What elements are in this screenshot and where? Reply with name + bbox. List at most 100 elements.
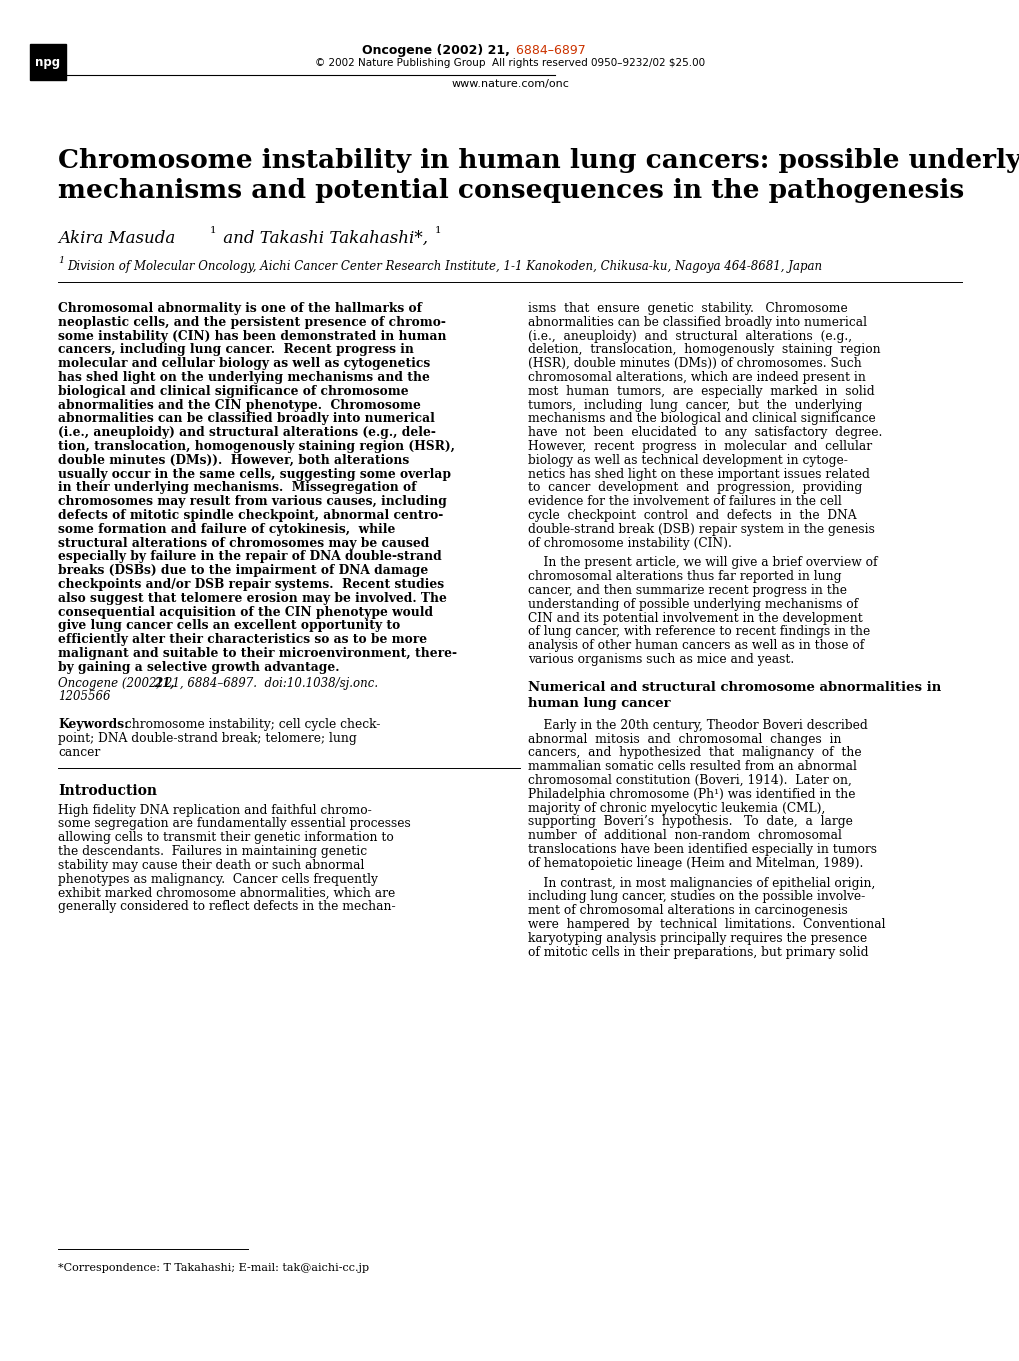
Text: understanding of possible underlying mechanisms of: understanding of possible underlying mec…	[528, 597, 857, 611]
Text: of chromosome instability (CIN).: of chromosome instability (CIN).	[528, 536, 732, 550]
Bar	[30, 44, 66, 80]
Text: allowing cells to transmit their genetic information to: allowing cells to transmit their genetic…	[58, 832, 393, 844]
Text: molecular and cellular biology as well as cytogenetics: molecular and cellular biology as well a…	[58, 357, 430, 370]
Text: breaks (DSBs) due to the impairment of DNA damage: breaks (DSBs) due to the impairment of D…	[58, 565, 428, 577]
Text: structural alterations of chromosomes may be caused: structural alterations of chromosomes ma…	[58, 536, 429, 550]
Text: majority of chronic myelocytic leukemia (CML),: majority of chronic myelocytic leukemia …	[528, 802, 824, 815]
Text: neoplastic cells, and the persistent presence of chromo-: neoplastic cells, and the persistent pre…	[58, 316, 445, 329]
Text: Oncogene (2002) 21,: Oncogene (2002) 21,	[362, 44, 510, 57]
Text: Early in the 20th century, Theodor Boveri described: Early in the 20th century, Theodor Bover…	[528, 719, 867, 732]
Text: chromosome instability; cell cycle check-: chromosome instability; cell cycle check…	[121, 719, 380, 731]
Text: efficiently alter their characteristics so as to be more: efficiently alter their characteristics …	[58, 633, 427, 646]
Text: has shed light on the underlying mechanisms and the: has shed light on the underlying mechani…	[58, 372, 429, 384]
Text: (HSR), double minutes (DMs)) of chromosomes. Such: (HSR), double minutes (DMs)) of chromoso…	[528, 357, 861, 370]
Text: some instability (CIN) has been demonstrated in human: some instability (CIN) has been demonstr…	[58, 329, 446, 343]
Text: abnormalities and the CIN phenotype.  Chromosome: abnormalities and the CIN phenotype. Chr…	[58, 399, 421, 411]
Text: of lung cancer, with reference to recent findings in the: of lung cancer, with reference to recent…	[528, 626, 869, 638]
Text: Numerical and structural chromosome abnormalities in: Numerical and structural chromosome abno…	[528, 680, 941, 694]
Text: some formation and failure of cytokinesis,  while: some formation and failure of cytokinesi…	[58, 523, 395, 536]
Text: in their underlying mechanisms.  Missegregation of: in their underlying mechanisms. Missegre…	[58, 482, 416, 494]
Text: generally considered to reflect defects in the mechan-: generally considered to reflect defects …	[58, 900, 395, 913]
Text: exhibit marked chromosome abnormalities, which are: exhibit marked chromosome abnormalities,…	[58, 886, 395, 900]
Text: chromosomal alterations, which are indeed present in: chromosomal alterations, which are indee…	[528, 372, 865, 384]
Text: karyotyping analysis principally requires the presence: karyotyping analysis principally require…	[528, 932, 866, 945]
Text: by gaining a selective growth advantage.: by gaining a selective growth advantage.	[58, 661, 339, 674]
Text: consequential acquisition of the CIN phenotype would: consequential acquisition of the CIN phe…	[58, 606, 433, 619]
Text: However,  recent  progress  in  molecular  and  cellular: However, recent progress in molecular an…	[528, 440, 871, 453]
Text: chromosomes may result from various causes, including: chromosomes may result from various caus…	[58, 495, 446, 508]
Text: abnormalities can be classified broadly into numerical: abnormalities can be classified broadly …	[58, 412, 434, 426]
Text: tumors,  including  lung  cancer,  but  the  underlying: tumors, including lung cancer, but the u…	[528, 399, 861, 411]
Text: cancer, and then summarize recent progress in the: cancer, and then summarize recent progre…	[528, 584, 846, 597]
Text: number  of  additional  non-random  chromosomal: number of additional non-random chromoso…	[528, 829, 841, 842]
Text: of hematopoietic lineage (Heim and Mitelman, 1989).: of hematopoietic lineage (Heim and Mitel…	[528, 857, 862, 870]
Text: In contrast, in most malignancies of epithelial origin,: In contrast, in most malignancies of epi…	[528, 876, 874, 890]
Text: defects of mitotic spindle checkpoint, abnormal centro-: defects of mitotic spindle checkpoint, a…	[58, 509, 443, 523]
Text: analysis of other human cancers as well as in those of: analysis of other human cancers as well …	[528, 640, 863, 652]
Text: 6884–6897: 6884–6897	[512, 44, 585, 57]
Text: tion, translocation, homogenously staining region (HSR),: tion, translocation, homogenously staini…	[58, 440, 454, 453]
Text: human lung cancer: human lung cancer	[528, 697, 669, 710]
Text: High fidelity DNA replication and faithful chromo-: High fidelity DNA replication and faithf…	[58, 803, 371, 817]
Text: were  hampered  by  technical  limitations.  Conventional: were hampered by technical limitations. …	[528, 919, 884, 931]
Text: (i.e., aneuploidy) and structural alterations (e.g., dele-: (i.e., aneuploidy) and structural altera…	[58, 426, 435, 440]
Text: malignant and suitable to their microenvironment, there-: malignant and suitable to their microenv…	[58, 646, 457, 660]
Text: chromosomal constitution (Boveri, 1914).  Later on,: chromosomal constitution (Boveri, 1914).…	[528, 774, 851, 787]
Text: translocations have been identified especially in tumors: translocations have been identified espe…	[528, 842, 876, 856]
Text: 1: 1	[210, 226, 216, 235]
Text: abnormalities can be classified broadly into numerical: abnormalities can be classified broadly …	[528, 316, 866, 329]
Text: also suggest that telomere erosion may be involved. The: also suggest that telomere erosion may b…	[58, 592, 446, 604]
Text: especially by failure in the repair of DNA double-strand: especially by failure in the repair of D…	[58, 550, 441, 563]
Text: *Correspondence: T Takahashi; E-mail: tak@aichi-cc.jp: *Correspondence: T Takahashi; E-mail: ta…	[58, 1263, 369, 1273]
Text: cancers,  and  hypothesized  that  malignancy  of  the: cancers, and hypothesized that malignanc…	[528, 746, 861, 759]
Text: netics has shed light on these important issues related: netics has shed light on these important…	[528, 468, 869, 480]
Text: Chromosome instability in human lung cancers: possible underlying: Chromosome instability in human lung can…	[58, 148, 1019, 173]
Text: biological and clinical significance of chromosome: biological and clinical significance of …	[58, 385, 409, 397]
Text: point; DNA double-strand break; telomere; lung: point; DNA double-strand break; telomere…	[58, 732, 357, 744]
Text: cycle  checkpoint  control  and  defects  in  the  DNA: cycle checkpoint control and defects in …	[528, 509, 856, 523]
Text: abnormal  mitosis  and  chromosomal  changes  in: abnormal mitosis and chromosomal changes…	[528, 732, 841, 746]
Text: © 2002 Nature Publishing Group  All rights reserved 0950–9232/02 $25.00: © 2002 Nature Publishing Group All right…	[315, 59, 704, 68]
Text: Introduction: Introduction	[58, 784, 157, 798]
Text: (i.e.,  aneuploidy)  and  structural  alterations  (e.g.,: (i.e., aneuploidy) and structural altera…	[528, 329, 851, 343]
Text: 1205566: 1205566	[58, 690, 110, 704]
Text: usually occur in the same cells, suggesting some overlap: usually occur in the same cells, suggest…	[58, 468, 450, 480]
Text: In the present article, we will give a brief overview of: In the present article, we will give a b…	[528, 557, 876, 569]
Text: Division of Molecular Oncology, Aichi Cancer Center Research Institute, 1-1 Kano: Division of Molecular Oncology, Aichi Ca…	[67, 260, 821, 274]
Text: have  not  been  elucidated  to  any  satisfactory  degree.: have not been elucidated to any satisfac…	[528, 426, 881, 440]
Text: including lung cancer, studies on the possible involve-: including lung cancer, studies on the po…	[528, 890, 864, 904]
Text: deletion,  translocation,  homogenously  staining  region: deletion, translocation, homogenously st…	[528, 343, 879, 357]
Text: mechanisms and the biological and clinical significance: mechanisms and the biological and clinic…	[528, 412, 875, 426]
Text: mammalian somatic cells resulted from an abnormal: mammalian somatic cells resulted from an…	[528, 761, 856, 773]
Text: 1: 1	[58, 256, 64, 265]
Text: checkpoints and/or DSB repair systems.  Recent studies: checkpoints and/or DSB repair systems. R…	[58, 578, 443, 591]
Text: most  human  tumors,  are  especially  marked  in  solid: most human tumors, are especially marked…	[528, 385, 873, 397]
Text: to  cancer  development  and  progression,  providing: to cancer development and progression, p…	[528, 482, 861, 494]
Text: www.nature.com/onc: www.nature.com/onc	[450, 79, 569, 88]
Text: biology as well as technical development in cytoge-: biology as well as technical development…	[528, 453, 847, 467]
Text: Oncogene (2002) 21, 6884–6897.  doi:10.1038/sj.onc.: Oncogene (2002) 21, 6884–6897. doi:10.10…	[58, 676, 378, 690]
Text: Akira Masuda: Akira Masuda	[58, 230, 175, 246]
Text: double-strand break (DSB) repair system in the genesis: double-strand break (DSB) repair system …	[528, 523, 874, 536]
Text: of mitotic cells in their preparations, but primary solid: of mitotic cells in their preparations, …	[528, 946, 867, 958]
Text: supporting  Boveri’s  hypothesis.   To  date,  a  large: supporting Boveri’s hypothesis. To date,…	[528, 815, 852, 829]
Text: some segregation are fundamentally essential processes: some segregation are fundamentally essen…	[58, 818, 411, 830]
Text: Philadelphia chromosome (Ph¹) was identified in the: Philadelphia chromosome (Ph¹) was identi…	[528, 788, 855, 800]
Text: phenotypes as malignancy.  Cancer cells frequently: phenotypes as malignancy. Cancer cells f…	[58, 872, 377, 886]
Text: the descendants.  Failures in maintaining genetic: the descendants. Failures in maintaining…	[58, 845, 367, 857]
Text: mechanisms and potential consequences in the pathogenesis: mechanisms and potential consequences in…	[58, 178, 963, 203]
Text: give lung cancer cells an excellent opportunity to: give lung cancer cells an excellent oppo…	[58, 619, 399, 633]
Text: ment of chromosomal alterations in carcinogenesis: ment of chromosomal alterations in carci…	[528, 904, 847, 917]
Text: stability may cause their death or such abnormal: stability may cause their death or such …	[58, 859, 364, 872]
Text: and Takashi Takahashi*,: and Takashi Takahashi*,	[218, 230, 428, 246]
Text: 21,: 21,	[154, 676, 174, 690]
Text: 1: 1	[434, 226, 441, 235]
Text: evidence for the involvement of failures in the cell: evidence for the involvement of failures…	[528, 495, 841, 508]
Text: isms  that  ensure  genetic  stability.   Chromosome: isms that ensure genetic stability. Chro…	[528, 302, 847, 314]
Text: cancer: cancer	[58, 746, 100, 759]
Text: cancers, including lung cancer.  Recent progress in: cancers, including lung cancer. Recent p…	[58, 343, 414, 357]
Text: double minutes (DMs)).  However, both alterations: double minutes (DMs)). However, both alt…	[58, 453, 409, 467]
Text: Chromosomal abnormality is one of the hallmarks of: Chromosomal abnormality is one of the ha…	[58, 302, 422, 314]
Text: various organisms such as mice and yeast.: various organisms such as mice and yeast…	[528, 653, 794, 666]
Text: chromosomal alterations thus far reported in lung: chromosomal alterations thus far reporte…	[528, 570, 841, 584]
